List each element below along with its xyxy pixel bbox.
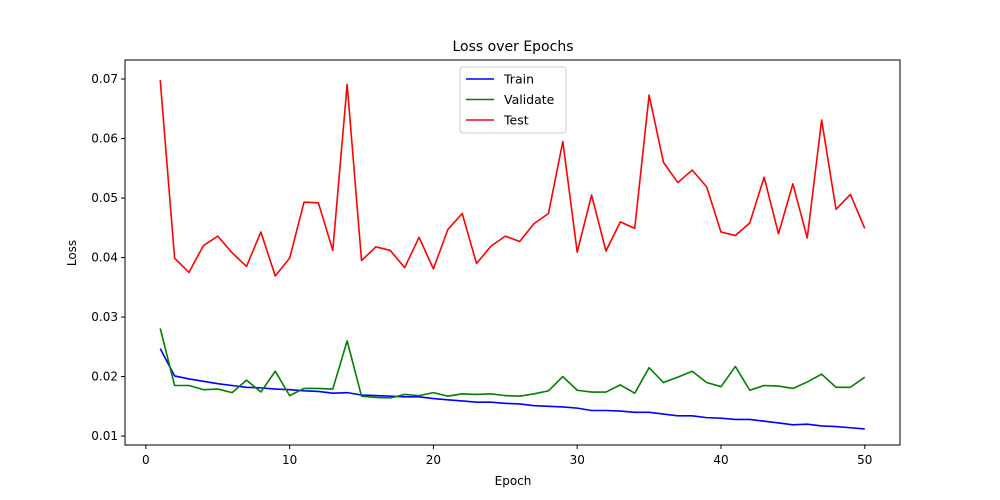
series-line-test	[159, 80, 866, 277]
x-tick-label: 50	[857, 453, 872, 467]
plot-frame	[124, 59, 901, 446]
x-axis-label: Epoch	[495, 474, 532, 488]
y-axis-label: Loss	[65, 240, 79, 266]
x-tick-label: 40	[713, 453, 728, 467]
legend-label-test: Test	[503, 113, 529, 128]
y-tick-label: 0.02	[91, 370, 118, 384]
y-tick-label: 0.06	[91, 132, 118, 146]
legend-label-train: Train	[503, 72, 534, 87]
y-tick-label: 0.04	[91, 251, 118, 265]
y-tick-label: 0.05	[91, 191, 118, 205]
y-tick-label: 0.03	[91, 310, 118, 324]
legend: Train Validate Test	[459, 66, 567, 134]
x-axis: 0 10 20 30 40 50	[142, 445, 872, 467]
legend-label-validate: Validate	[504, 92, 555, 107]
x-tick-label: 20	[426, 453, 441, 467]
y-tick-label: 0.07	[91, 72, 118, 86]
x-tick-label: 30	[570, 453, 585, 467]
y-axis: 0.01 0.02 0.03 0.04 0.05 0.06 0.07	[91, 72, 125, 443]
chart-title: Loss over Epochs	[453, 39, 574, 55]
series-line-train	[159, 348, 865, 430]
x-tick-label: 10	[282, 453, 297, 467]
y-tick-label: 0.01	[91, 429, 118, 443]
legend-box	[459, 66, 567, 134]
series-lines	[159, 80, 866, 430]
x-tick-label: 0	[142, 453, 150, 467]
series-line-validate	[159, 328, 866, 399]
